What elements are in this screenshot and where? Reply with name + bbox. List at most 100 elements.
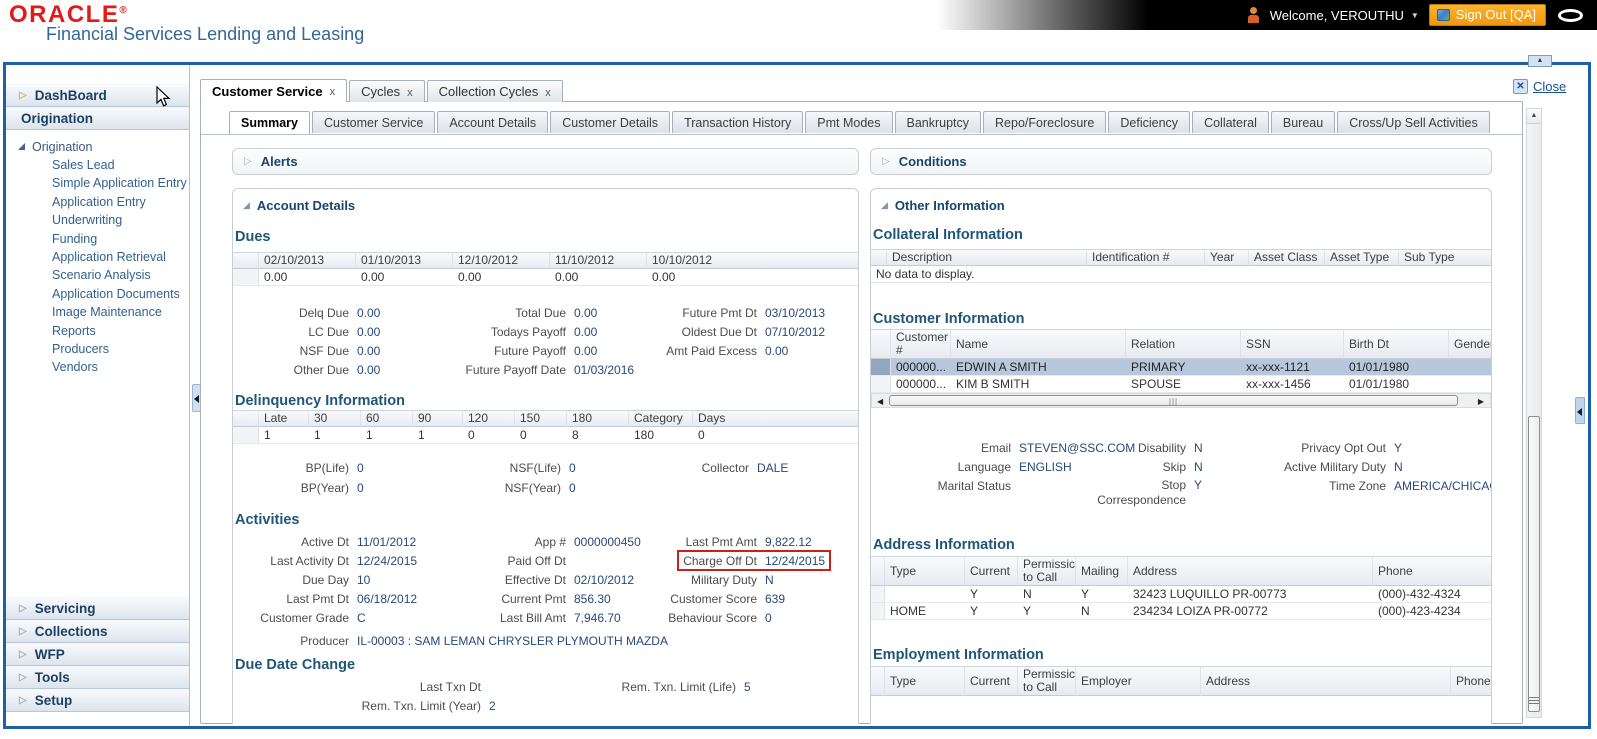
tab-pmt-modes[interactable]: Pmt Modes	[805, 111, 893, 133]
tab-collection-cycles[interactable]: Collection Cycles x	[426, 80, 563, 102]
sidebar-item-wfp[interactable]: ▷ WFP	[6, 643, 189, 666]
tab-cross-up-sell-activities[interactable]: Cross/Up Sell Activities	[1337, 111, 1490, 133]
sidebar-item-scenario-analysis[interactable]: Scenario Analysis	[52, 268, 151, 283]
tab-customer-details[interactable]: Customer Details	[550, 111, 671, 133]
sidebar-item-reports[interactable]: Reports	[52, 323, 96, 338]
close-tab-icon[interactable]: x	[329, 86, 336, 98]
alerts-panel[interactable]: ▷ Alerts	[232, 148, 859, 175]
tab-bankruptcy[interactable]: Bankruptcy	[894, 111, 982, 133]
sidebar: ▷ DashBoard Origination Origination Sale…	[6, 65, 190, 726]
tab-customer-service[interactable]: Customer Service x	[200, 79, 348, 102]
sign-out-button[interactable]: Sign Out [QA]	[1428, 4, 1546, 26]
customer-horizontal-scrollbar[interactable]: ◀ ||| ▶	[871, 393, 1491, 408]
field-military-duty: Military Duty N	[690, 572, 774, 587]
top-user-bar: Welcome, VEROUTHU ▼ Sign Out [QA]	[937, 0, 1597, 30]
field-nsf-due: NSF Due 0.00	[299, 343, 381, 358]
tab-bureau[interactable]: Bureau	[1270, 111, 1336, 133]
delinq-col-header: 180	[567, 410, 629, 427]
dues-section-title: Dues	[235, 229, 271, 245]
field-behaviour-score: Behaviour Score 0	[668, 610, 772, 625]
main-vertical-scrollbar[interactable]: ▲	[1526, 108, 1542, 718]
sidebar-item-collections[interactable]: ▷ Collections	[6, 620, 189, 643]
page-scroll-up-button[interactable]: ▲	[1528, 55, 1552, 67]
dues-row[interactable]: 0.00 0.00 0.00 0.00 0.00	[233, 269, 858, 286]
close-icon: ✕	[1513, 79, 1528, 94]
expand-icon[interactable]: ▷	[244, 156, 252, 167]
sidebar-item-dashboard[interactable]: ▷ DashBoard	[6, 84, 189, 107]
employment-col-header: Permissic to Call	[1018, 666, 1076, 696]
scrollbar-thumb[interactable]	[1528, 416, 1540, 712]
sidebar-item-application-entry[interactable]: Application Entry	[52, 194, 146, 209]
other-information-header[interactable]: ◢ Other Information	[881, 198, 1005, 213]
delinquency-row[interactable]: 1 1 1 1 0 0 8 180 0	[233, 427, 858, 444]
field-current-pmt: Current Pmt 856.30	[501, 591, 611, 606]
delinq-col-header: Days	[693, 410, 858, 427]
account-details-header[interactable]: ◢ Account Details	[243, 198, 356, 213]
employment-col-header: Employer	[1076, 666, 1201, 696]
tab-cycles[interactable]: Cycles x	[349, 80, 425, 102]
sidebar-item-sales-lead[interactable]: Sales Lead	[52, 158, 115, 172]
right-column: ▷ Conditions ◢ Other Information Collate…	[870, 148, 1492, 724]
close-tab-icon[interactable]: x	[545, 86, 551, 99]
tab-account-details[interactable]: Account Details	[437, 111, 549, 133]
subtab-strip: Summary Customer Service Account Details…	[229, 111, 1492, 134]
session-oval-icon[interactable]	[1558, 8, 1583, 22]
customer-col-header: Birth Dt	[1344, 329, 1449, 359]
collateral-col-header: Description	[887, 249, 1087, 266]
field-last-activity-dt: Last Activity Dt 12/24/2015	[270, 553, 418, 568]
chevron-right-icon: ▷	[19, 603, 27, 614]
sidebar-item-tools[interactable]: ▷ Tools	[6, 666, 189, 689]
right-panel-collapse-handle[interactable]	[1575, 397, 1585, 424]
left-column: ▷ Alerts ◢ Account Details Dues 02/10/20…	[232, 148, 859, 724]
activities-section-title: Activities	[235, 512, 300, 528]
sidebar-item-application-documents[interactable]: Application Documents	[52, 286, 180, 301]
sidebar-item-vendors[interactable]: Vendors	[52, 360, 98, 375]
sidebar-item-funding[interactable]: Funding	[52, 231, 98, 246]
sidebar-item-simple-application-entry[interactable]: Simple Application Entry	[52, 176, 187, 191]
sidebar-item-setup[interactable]: ▷ Setup	[6, 689, 189, 712]
field-last-pmt-dt: Last Pmt Dt 06/18/2012	[286, 591, 418, 606]
tab-summary[interactable]: Summary	[229, 111, 310, 134]
scroll-right-icon[interactable]: ▶	[1477, 397, 1484, 406]
tab-customer-service-sub[interactable]: Customer Service	[311, 111, 436, 133]
delinquency-section-title: Delinquency Information	[235, 393, 405, 409]
tab-collateral[interactable]: Collateral	[1192, 111, 1269, 133]
sidebar-item-underwriting[interactable]: Underwriting	[52, 213, 123, 228]
tree-node-origination[interactable]: Origination	[18, 137, 189, 156]
scroll-up-icon[interactable]: ▲	[1527, 109, 1541, 124]
tab-transaction-history[interactable]: Transaction History	[672, 111, 804, 133]
dues-col-header: 11/10/2012	[550, 252, 647, 269]
due-date-change-fields: Last Txn Dt Rem. Txn. Limit (Year) 2 Rem.…	[233, 677, 858, 717]
address-row[interactable]: Y N Y 32423 LUQUILLO PR-00773 (000)-432-…	[871, 586, 1491, 603]
field-paid-off-dt: Paid Off Dt	[507, 553, 566, 568]
address-section-title: Address Information	[873, 537, 1015, 553]
delinq-col-header: Category	[629, 410, 693, 427]
collapse-icon[interactable]: ◢	[243, 200, 250, 210]
customer-row[interactable]: 000000... KIM B SMITH SPOUSE xx-xxx-1456…	[871, 376, 1491, 393]
scrollbar-thumb[interactable]: |||	[889, 395, 1458, 406]
customer-service-panel: Summary Customer Service Account Details…	[200, 101, 1523, 724]
collapse-icon[interactable]: ◢	[881, 200, 888, 210]
sidebar-item-image-maintenance[interactable]: Image Maintenance	[52, 305, 162, 320]
address-row[interactable]: HOME Y Y N 234234 LOIZA PR-00772 (000)-4…	[871, 603, 1491, 620]
field-active-dt: Active Dt 11/01/2012	[300, 534, 417, 549]
field-other-due: Other Due 0.00	[293, 362, 381, 377]
field-producer: Producer IL-00003 : SAM LEMAN CHRYSLER P…	[300, 633, 668, 648]
sign-out-label: Sign Out [QA]	[1455, 7, 1536, 22]
customer-row[interactable]: 000000... EDWIN A SMITH PRIMARY xx-xxx-1…	[871, 359, 1491, 376]
close-button[interactable]: ✕ Close	[1513, 79, 1566, 94]
sidebar-item-producers[interactable]: Producers	[52, 341, 109, 356]
tab-deficiency[interactable]: Deficiency	[1108, 111, 1191, 133]
sidebar-item-application-retrieval[interactable]: Application Retrieval	[52, 249, 166, 264]
conditions-panel[interactable]: ▷ Conditions	[870, 148, 1492, 175]
welcome-menu[interactable]: Welcome, VEROUTHU ▼	[1270, 8, 1419, 23]
sidebar-item-servicing[interactable]: ▷ Servicing	[6, 597, 189, 620]
scroll-left-icon[interactable]: ◀	[877, 397, 884, 406]
close-tab-icon[interactable]: x	[407, 86, 413, 99]
alerts-title: Alerts	[260, 154, 298, 169]
tab-repo-foreclosure[interactable]: Repo/Foreclosure	[983, 111, 1107, 133]
sidebar-item-origination[interactable]: Origination	[6, 107, 189, 130]
field-customer-grade: Customer Grade C	[260, 610, 366, 625]
expand-icon[interactable]: ▷	[882, 156, 890, 167]
